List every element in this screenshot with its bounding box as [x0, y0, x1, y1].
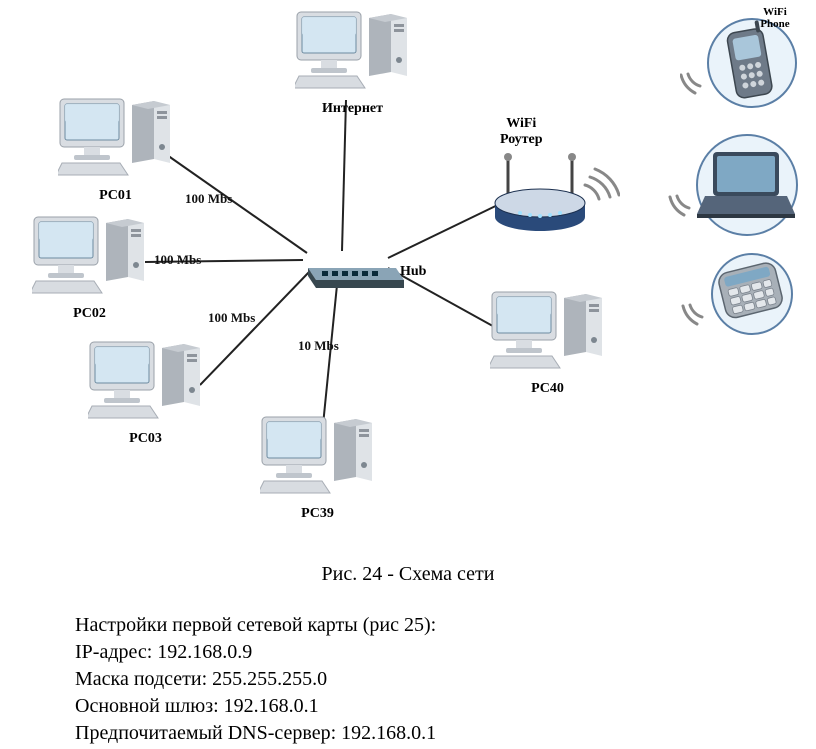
pc40-node: PC40: [490, 290, 605, 397]
wifi-router-label: WiFi Роутер: [500, 116, 543, 148]
pc-icon: [490, 290, 605, 372]
pc-icon: [295, 10, 410, 92]
pc01-node: PC01: [58, 97, 173, 204]
wifi-laptop-node: [667, 130, 802, 245]
link-label-pc02: 100 Mbs: [154, 252, 201, 268]
wifi-laptop-icon: [667, 130, 802, 240]
pc02-label: PC02: [32, 306, 147, 322]
network-diagram: Hub Интернет: [0, 0, 816, 560]
pc39-node: PC39: [260, 415, 375, 522]
hub-icon: [300, 250, 410, 290]
settings-title: Настройки первой сетевой карты (рис 25):: [75, 612, 436, 639]
edge-hub-internet: [342, 100, 346, 251]
pc03-label: PC03: [88, 431, 203, 447]
settings-line-1: Маска подсети: 255.255.255.0: [75, 666, 436, 693]
wifi-phone-node: WiFi Phone: [680, 8, 800, 123]
wifi-phone-label: WiFi Phone: [750, 6, 800, 30]
pc01-label: PC01: [58, 188, 173, 204]
pc02-node: PC02: [32, 215, 147, 322]
settings-line-2: Основной шлюз: 192.168.0.1: [75, 693, 436, 720]
figure-caption: Рис. 24 - Схема сети: [0, 563, 816, 586]
link-label-pc01: 100 Mbs: [185, 191, 232, 207]
wifi-keypad-icon: [680, 249, 800, 344]
link-label-pc39: 10 Mbs: [298, 338, 339, 354]
link-label-pc03: 100 Mbs: [208, 310, 255, 326]
wifi-router-node: WiFi Роутер: [490, 145, 620, 245]
hub-node: Hub: [300, 250, 410, 295]
pc39-label: PC39: [260, 506, 375, 522]
hub-label: Hub: [400, 264, 426, 280]
pc-icon: [260, 415, 375, 497]
pc-icon: [88, 340, 203, 422]
internet-node: Интернет: [295, 10, 410, 117]
pc-icon: [58, 97, 173, 179]
settings-block: Настройки первой сетевой карты (рис 25):…: [75, 612, 436, 747]
pc03-node: PC03: [88, 340, 203, 447]
settings-line-0: IP-адрес: 192.168.0.9: [75, 639, 436, 666]
settings-line-3: Предпочитаемый DNS-сервер: 192.168.0.1: [75, 720, 436, 747]
internet-label: Интернет: [295, 101, 410, 117]
pc40-label: PC40: [490, 381, 605, 397]
wifi-keypad-node: [680, 249, 800, 349]
pc-icon: [32, 215, 147, 297]
edge-hub-pc03: [200, 271, 310, 385]
wifi-router-icon: [490, 145, 620, 240]
